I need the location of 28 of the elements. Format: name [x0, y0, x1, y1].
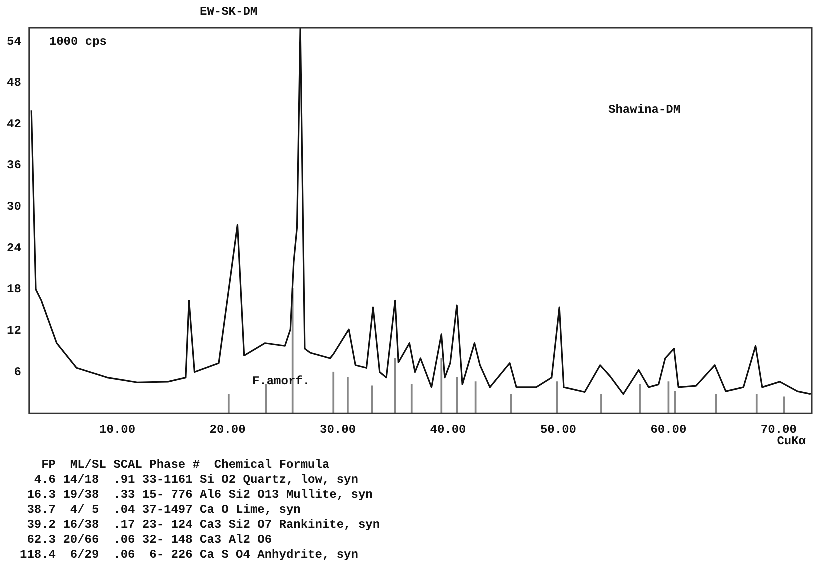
y-tick-label: 12 — [6, 324, 22, 338]
y-tick-label: 24 — [6, 241, 22, 256]
annotation: F.amorf. — [252, 374, 310, 389]
text: 62.3 20/66 .06 32- 148 Ca3 Al2 O6 — [27, 533, 272, 547]
y-tick-label: 36 — [6, 158, 22, 173]
y-tick-label: 42 — [6, 117, 22, 132]
x-tick-label: 40.00 — [430, 422, 466, 437]
x-tick-label: 50.00 — [540, 422, 576, 437]
annotation: Shawina-DM — [608, 103, 681, 118]
chart-title: EW-SK-DM — [200, 5, 258, 20]
y-tick-label: 48 — [6, 76, 22, 90]
x-axis-title: CuKα — [777, 434, 807, 449]
annotation: 1000 cps — [49, 35, 108, 50]
x-tick-label: 20.00 — [210, 422, 246, 437]
y-tick-label: 30 — [6, 200, 22, 214]
y-tick-label: 6 — [14, 365, 22, 380]
x-tick-label: 60.00 — [650, 422, 687, 437]
x-tick-label: 70.00 — [760, 422, 797, 437]
y-tick-label: 18 — [6, 282, 22, 297]
text: 39.2 16/38 .17 23- 124 Ca3 Si2 O7 Rankinite, syn — [27, 518, 380, 532]
text: 4.6 14/18 .91 33-1161 Si O2 Quartz, low, syn — [34, 473, 358, 487]
text: 38.7 4/ 5 .04 37-1497 Ca O Lime, syn — [27, 503, 301, 517]
y-tick-label: 54 — [6, 34, 22, 49]
x-tick-label: 30.00 — [320, 422, 356, 437]
text: 118.4 6/29 .06 6- 226 Ca S O4 Anhydrite, syn — [20, 548, 358, 562]
text: FP ML/SL SCAL Phase # Chemical Formula — [42, 458, 330, 472]
x-tick-label: 10.00 — [100, 422, 136, 437]
text: 16.3 19/38 .33 15- 776 Al6 Si2 O13 Mullite, syn — [27, 488, 373, 502]
